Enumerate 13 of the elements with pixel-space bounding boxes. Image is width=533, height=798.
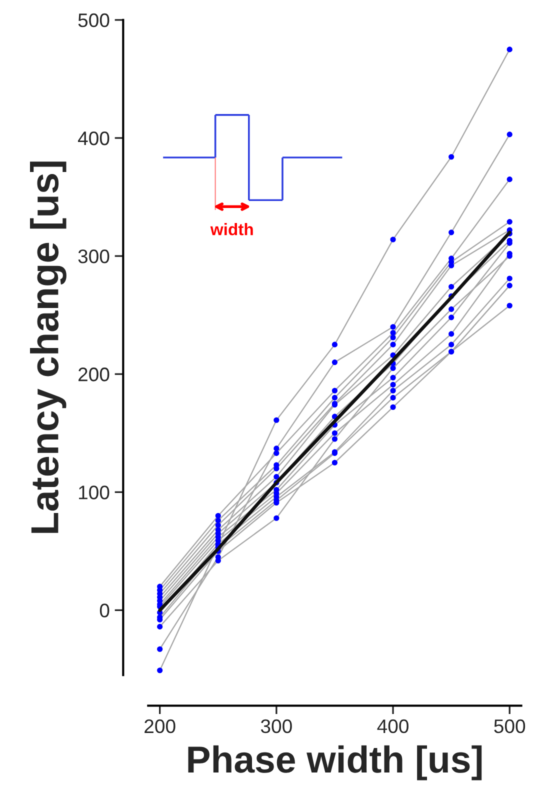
y-axis-title: Latency change [us]	[30, 162, 66, 533]
x-tick-label: 300	[260, 719, 292, 734]
y-tick-label: 100	[79, 486, 110, 500]
x-tick-label: 200	[144, 719, 176, 734]
annotation: width	[210, 223, 253, 236]
x-tick-label: 500	[494, 719, 526, 734]
x-axis-title: Phase width [us]	[188, 745, 482, 780]
y-tick-label: 0	[100, 604, 110, 618]
y-tick-label: 200	[78, 368, 110, 382]
x-tick-label: 400	[377, 719, 408, 734]
y-tick-label: 500	[78, 13, 110, 28]
y-tick-label: 300	[78, 250, 110, 264]
y-tick-label: 400	[78, 131, 110, 146]
